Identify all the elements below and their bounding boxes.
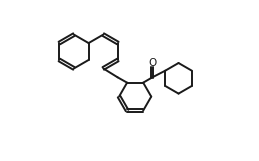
Text: O: O <box>148 57 156 67</box>
